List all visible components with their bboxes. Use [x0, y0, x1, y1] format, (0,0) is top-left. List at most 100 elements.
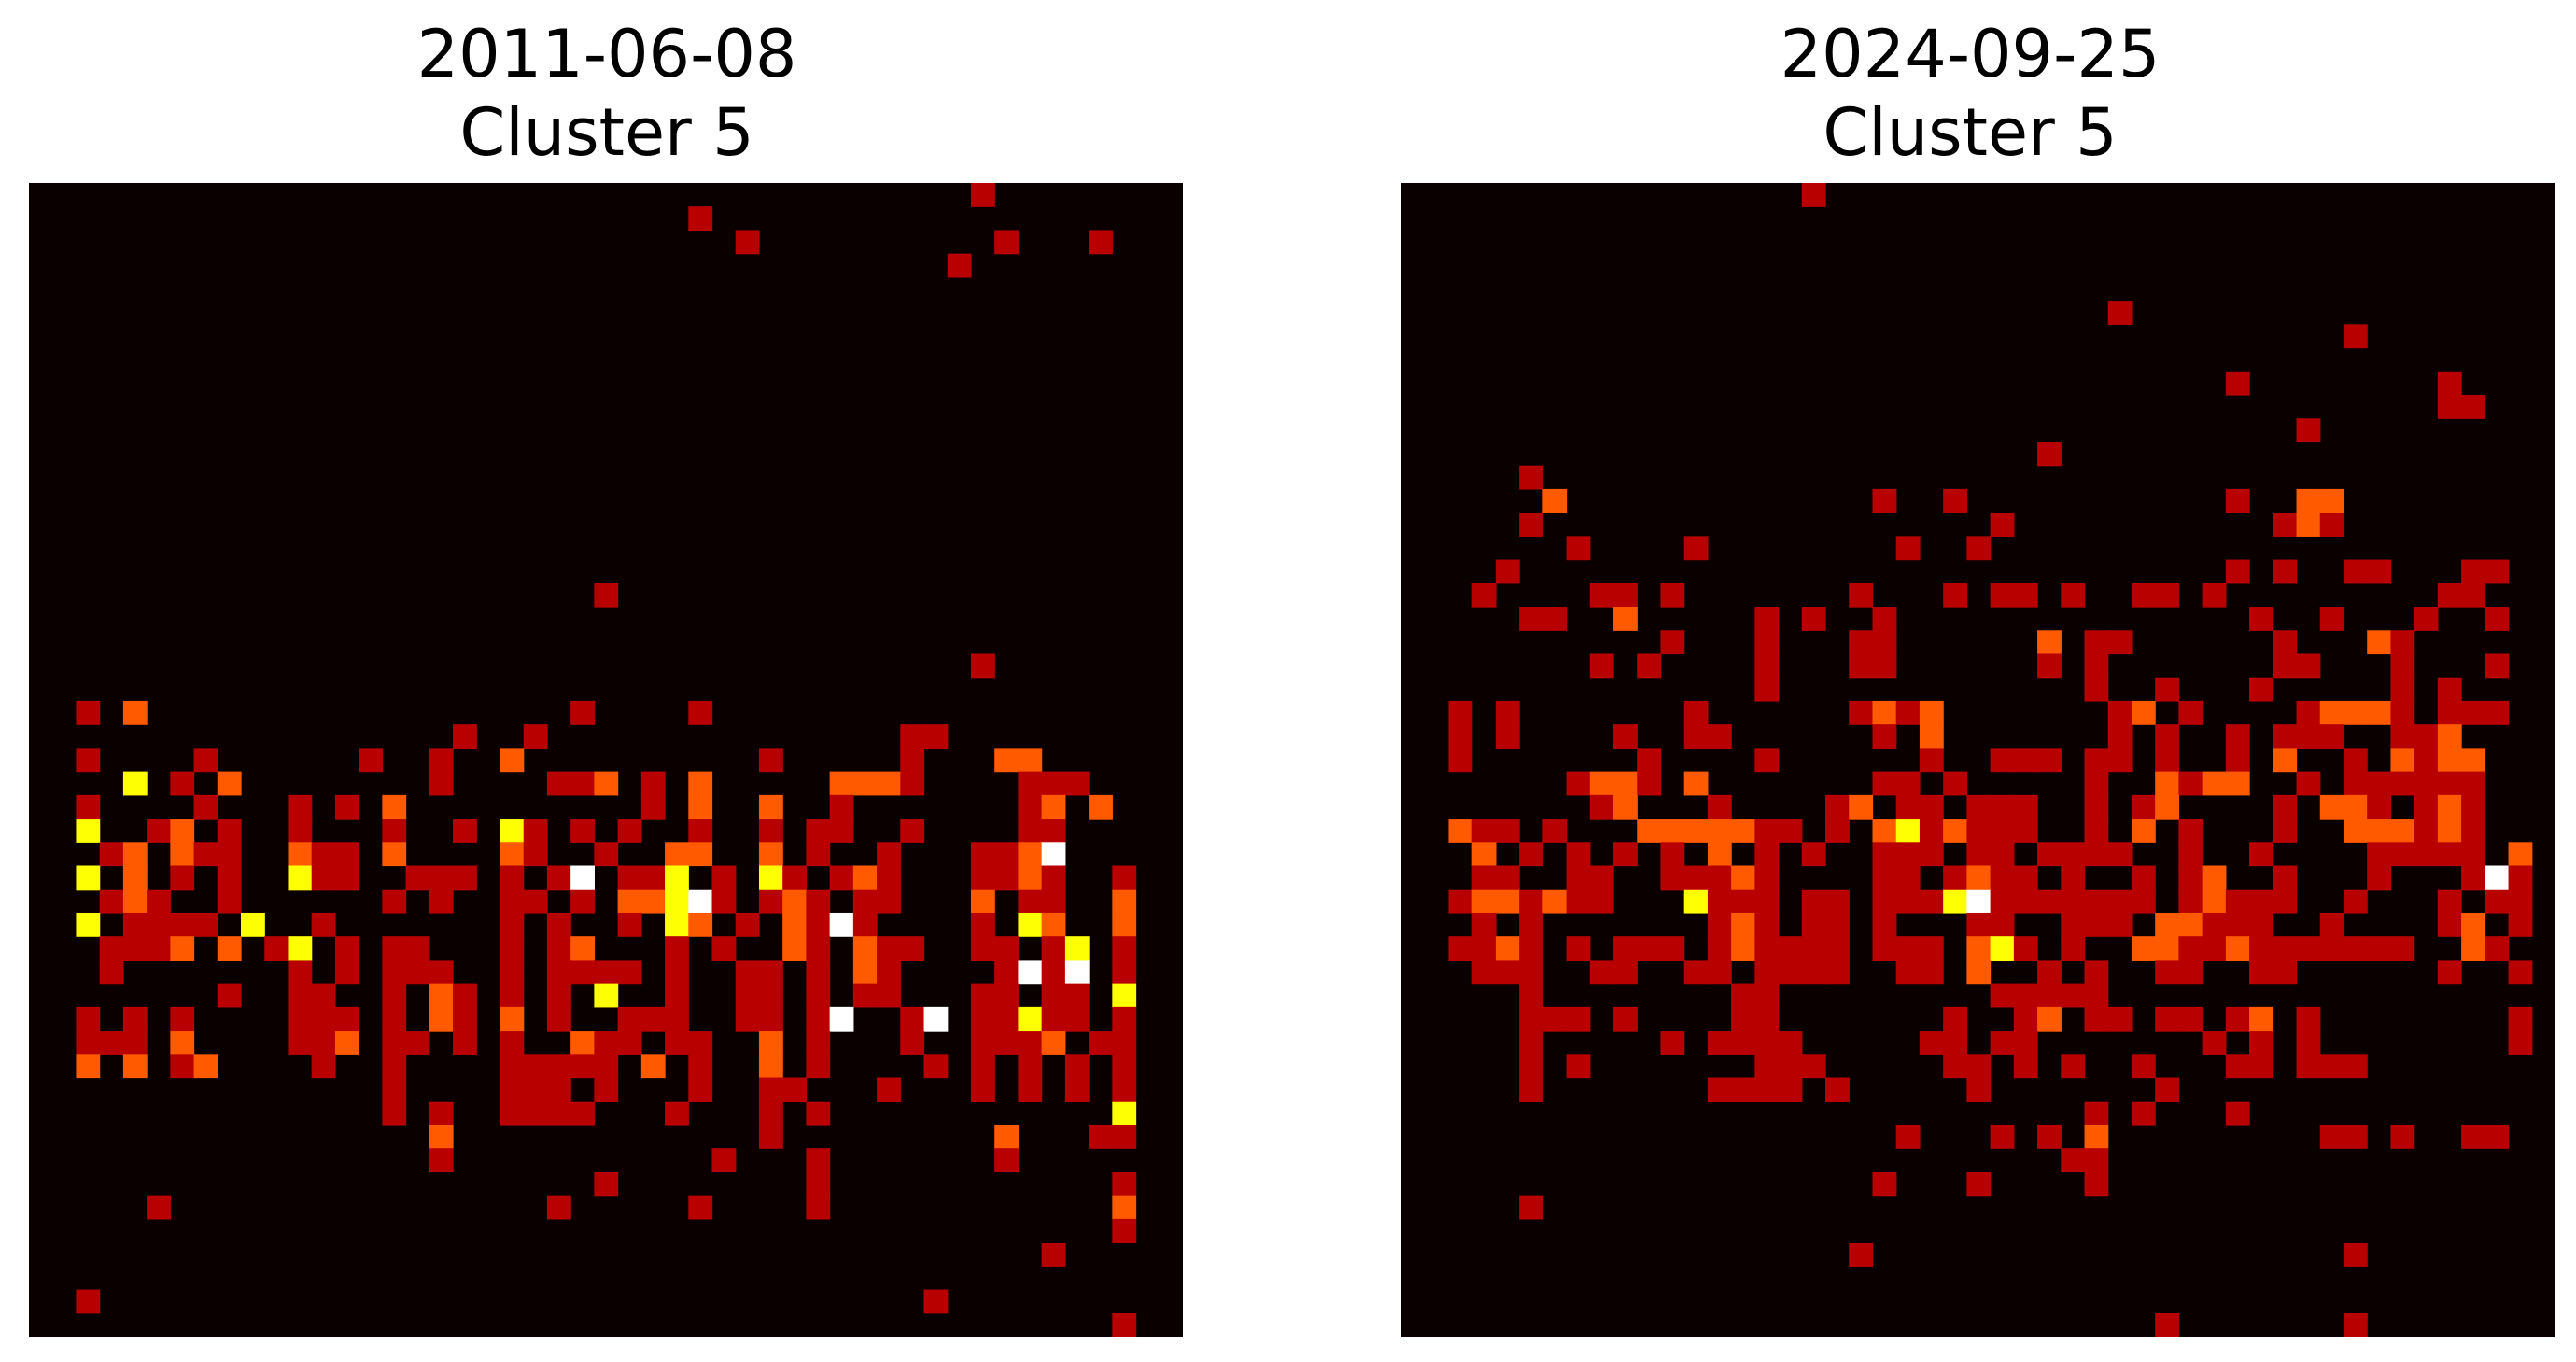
heatmap-cell: [2084, 1148, 2109, 1173]
heatmap-cell: [1731, 912, 1755, 937]
heatmap-cell: [1542, 819, 1568, 843]
heatmap-cell: [217, 819, 242, 843]
heatmap-cell: [2508, 912, 2533, 937]
heatmap-cell: [546, 1054, 571, 1079]
heatmap-cell: [2461, 794, 2485, 820]
heatmap-cell: [500, 1054, 525, 1079]
heatmap-cell: [1966, 536, 1992, 561]
heatmap-cell: [2037, 748, 2062, 773]
heatmap-cell: [2155, 960, 2179, 985]
heatmap-cell: [970, 653, 995, 679]
heatmap-cell: [2061, 583, 2086, 608]
heatmap-cell: [665, 960, 689, 985]
heatmap-cell: [2225, 1054, 2250, 1079]
heatmap-cell: [1849, 583, 1874, 608]
heatmap-cell: [829, 819, 854, 843]
heatmap-cell: [1566, 842, 1591, 867]
heatmap-cell: [2485, 889, 2510, 914]
heatmap-cell: [994, 960, 1020, 985]
heatmap-cell: [2249, 912, 2273, 937]
heatmap-cell: [2296, 488, 2321, 513]
heatmap-cell: [1895, 889, 1921, 914]
heatmap-cell: [877, 771, 901, 796]
heatmap-cell: [500, 1077, 525, 1102]
heatmap-cell: [1519, 983, 1543, 1008]
heatmap-cell: [1919, 794, 1944, 820]
heatmap-cell: [1041, 960, 1066, 985]
heatmap-cell: [1895, 771, 1921, 796]
heatmap-cell: [570, 700, 595, 725]
heatmap-cell: [1064, 960, 1090, 985]
heatmap-cell: [1613, 936, 1638, 961]
heatmap-cell: [1519, 465, 1543, 490]
heatmap-cell: [2319, 513, 2344, 537]
heatmap-cell: [76, 794, 101, 820]
heatmap-cell: [288, 865, 313, 891]
heatmap-cell: [665, 1101, 689, 1126]
heatmap-cell: [2390, 700, 2415, 725]
heatmap-cell: [2155, 1006, 2179, 1032]
heatmap-cell: [806, 936, 831, 961]
heatmap-cell: [311, 842, 336, 867]
heatmap-cell: [2367, 794, 2392, 820]
heatmap-cell: [1064, 1006, 1090, 1032]
heatmap-cell: [1495, 960, 1520, 985]
heatmap-cell: [2414, 771, 2439, 796]
heatmap-cell: [806, 1054, 831, 1079]
heatmap-cell: [2437, 724, 2462, 749]
heatmap-cell: [1872, 771, 1897, 796]
heatmap-cell: [1683, 819, 1709, 843]
heatmap-cell: [2084, 1101, 2109, 1126]
heatmap-cell: [523, 1054, 548, 1079]
heatmap-cell: [2273, 865, 2298, 891]
heatmap-cell: [2107, 748, 2133, 773]
heatmap-cell: [382, 889, 407, 914]
heatmap-cell: [1825, 936, 1850, 961]
heatmap-cell: [711, 889, 737, 914]
heatmap-cell: [2155, 677, 2179, 702]
heatmap-cell: [382, 1077, 407, 1102]
heatmap-cell: [2508, 842, 2533, 867]
heatmap-cell: [970, 889, 995, 914]
heatmap-cell: [970, 936, 995, 961]
heatmap-cell: [640, 865, 666, 891]
heatmap-cell: [1731, 936, 1755, 961]
heatmap-cell: [2249, 1006, 2273, 1032]
heatmap-cell: [2343, 936, 2368, 961]
heatmap-cell: [665, 842, 689, 867]
heatmap-cell: [2013, 889, 2038, 914]
heatmap-cell: [429, 1124, 454, 1149]
heatmap-cell: [1613, 794, 1638, 820]
heatmap-cell: [2319, 724, 2344, 749]
heatmap-cell: [1613, 1006, 1638, 1032]
heatmap-cell: [1112, 1006, 1137, 1032]
heatmap-cell: [500, 960, 525, 985]
heatmap-cell: [2249, 1031, 2273, 1055]
heatmap-cell: [1849, 653, 1874, 679]
heatmap-cell: [453, 724, 477, 749]
heatmap-cell: [122, 1031, 148, 1055]
heatmap-cell: [806, 842, 831, 867]
heatmap-cell: [1943, 771, 1967, 796]
heatmap-cell: [1707, 1077, 1732, 1102]
heatmap-cell: [2367, 842, 2392, 867]
heatmap-cell: [170, 936, 195, 961]
heatmap-cell: [2414, 748, 2439, 773]
heatmap-cell: [334, 794, 359, 820]
heatmap-cell: [500, 1031, 525, 1055]
heatmap-cell: [2390, 630, 2415, 655]
heatmap-cell: [429, 983, 454, 1008]
heatmap-cell: [2225, 724, 2250, 749]
heatmap-cell: [2061, 865, 2086, 891]
heatmap-cell: [806, 889, 831, 914]
heatmap-cell: [2461, 771, 2485, 796]
heatmap-cell: [617, 912, 642, 937]
heatmap-cell: [1041, 1243, 1066, 1267]
heatmap-cell: [546, 912, 571, 937]
heatmap-cell: [334, 842, 359, 867]
heatmap-cell: [2319, 936, 2344, 961]
heatmap-cell: [546, 1101, 571, 1126]
heatmap-cell: [99, 1031, 124, 1055]
heatmap-cell: [2273, 653, 2298, 679]
heatmap-cell: [2296, 1054, 2321, 1079]
